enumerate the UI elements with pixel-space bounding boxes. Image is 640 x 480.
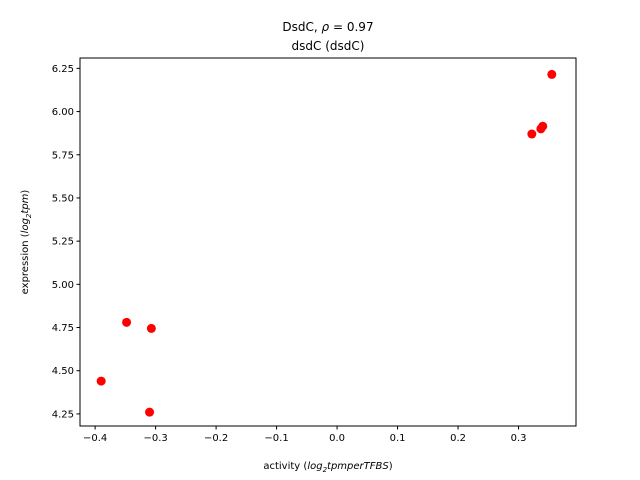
data-point xyxy=(96,376,106,386)
y-axis-label: expression (log2tpm) xyxy=(20,190,33,295)
chart-title-line1: DsdC, ρ = 0.97 xyxy=(282,20,373,34)
x-tick-label: −0.1 xyxy=(264,433,288,444)
y-tick-label: 6.00 xyxy=(52,107,74,118)
data-point xyxy=(146,323,156,333)
x-axis-label: activity (log2tpmperTFBS) xyxy=(263,461,392,474)
x-tick-label: −0.4 xyxy=(83,433,107,444)
x-tick-label: −0.3 xyxy=(143,433,167,444)
data-points xyxy=(96,69,557,417)
x-tick-label: 0.3 xyxy=(511,433,527,444)
data-point xyxy=(145,407,155,417)
y-tick-label: 6.25 xyxy=(52,64,74,75)
y-tick-label: 5.50 xyxy=(52,193,74,204)
y-tick-label: 4.25 xyxy=(52,409,74,420)
axes-frame xyxy=(79,57,577,427)
y-tick-label: 4.75 xyxy=(52,323,74,334)
y-tick-label: 4.50 xyxy=(52,366,74,377)
x-tick-label: 0.1 xyxy=(390,433,406,444)
y-tick-label: 5.75 xyxy=(52,150,74,161)
data-point xyxy=(538,121,548,131)
x-tick-label: 0.2 xyxy=(450,433,466,444)
chart-title-line2: dsdC (dsdC) xyxy=(292,39,365,53)
data-point xyxy=(527,129,537,139)
axis-ticks: −0.4 −0.3 −0.2 −0.1 0.0 0.1 0.2 0.3 4.25 4.50 4.75… xyxy=(52,64,527,444)
x-tick-label: −0.2 xyxy=(204,433,228,444)
y-tick-label: 5.00 xyxy=(52,280,74,291)
data-point xyxy=(122,317,132,327)
data-point xyxy=(547,69,557,79)
y-tick-label: 5.25 xyxy=(52,237,74,248)
x-tick-label: 0.0 xyxy=(329,433,345,444)
